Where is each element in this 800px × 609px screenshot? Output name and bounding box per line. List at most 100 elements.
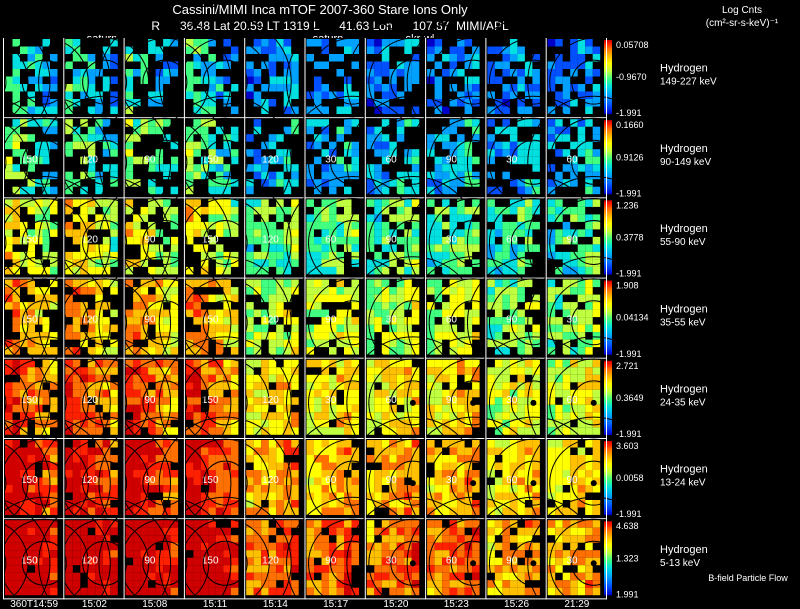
colorbar-min: -1.991 — [616, 108, 642, 118]
flow-direction-dot — [470, 560, 477, 567]
species-label: Hydrogen — [660, 223, 708, 235]
colorbar-min: -1.991 — [616, 188, 642, 198]
image-panel-r3-c8: 90 — [466, 256, 600, 390]
contour-label: 120 — [262, 315, 279, 326]
image-panel-r2-c8: 60 — [466, 176, 600, 310]
contour-line — [21, 59, 67, 105]
image-panel-r6-c2: 90 — [38, 496, 184, 609]
colorbar-min: 1.991 — [616, 589, 639, 599]
colorbar-mid: 0.3778 — [616, 233, 644, 243]
contour-line — [571, 300, 617, 346]
contour-label: 60 — [566, 154, 578, 165]
flow-direction-dot — [470, 399, 477, 406]
colorbar-r6 — [604, 521, 612, 596]
colorbar-r2 — [604, 200, 612, 275]
energy-range-label: 13-24 keV — [660, 478, 706, 489]
contour-label: 120 — [81, 154, 98, 165]
contour-label: 150 — [202, 315, 219, 326]
contour-line — [38, 496, 172, 609]
image-panel-r4-c7: 90 — [406, 336, 540, 470]
flow-direction-dot — [530, 560, 537, 567]
contour-label: 90 — [144, 154, 156, 165]
contour-line — [120, 518, 210, 608]
contour-line — [0, 418, 51, 548]
contour-line — [142, 139, 188, 185]
colorbar-units: (cm²-sr-s-keV)⁻¹ — [706, 18, 779, 29]
contour-label: 90 — [566, 235, 578, 246]
species-label: Hydrogen — [660, 464, 708, 476]
contour-label: 90 — [566, 475, 578, 486]
image-panel-r6-c3: 150 — [98, 496, 245, 609]
contour-label: 120 — [81, 235, 98, 246]
contour-label: 120 — [81, 395, 98, 406]
contour-label: 60 — [325, 475, 337, 486]
colorbar-mid: -0.9670 — [616, 72, 647, 82]
image-panel-r3-c9: 30 — [527, 256, 661, 390]
colorbar-min: -1.991 — [616, 509, 642, 519]
contour-label: 120 — [262, 555, 279, 566]
contour-line — [0, 467, 7, 499]
contour-line — [21, 380, 67, 426]
contour-line — [0, 361, 29, 445]
contour-label: 60 — [506, 475, 518, 486]
image-panel-r0-c7 — [406, 15, 540, 149]
colorbar-r1 — [604, 120, 612, 195]
contour-label: 30 — [386, 315, 398, 326]
contour-label: 150 — [21, 154, 38, 165]
contour-label: 60 — [325, 235, 337, 246]
contour-label: 30 — [566, 315, 578, 326]
colorbar-units-title: Log Cnts — [722, 5, 762, 16]
contour-label: 120 — [262, 235, 279, 246]
image-panel-r0-c4 — [158, 15, 305, 149]
contour-label: 30 — [446, 235, 458, 246]
flow-direction-dot — [470, 480, 477, 487]
contour-line — [0, 40, 29, 124]
species-label: Hydrogen — [660, 303, 708, 315]
time-label: 21:29 — [564, 599, 589, 609]
contour-label: 90 — [144, 315, 156, 326]
colorbar-mid: 0.0058 — [616, 473, 644, 483]
time-label: 15:17 — [323, 599, 348, 609]
contour-line — [0, 498, 51, 609]
energy-range-label: 35-55 keV — [660, 317, 706, 328]
contour-line — [0, 97, 51, 227]
image-panel-r6-c8: 90 — [466, 496, 600, 609]
image-panel-r2-c7: 30 — [406, 176, 540, 310]
contour-label: 30 — [566, 555, 578, 566]
contour-line — [82, 139, 128, 185]
contour-label: 150 — [21, 235, 38, 246]
contour-label: 90 — [144, 235, 156, 246]
contour-label: 90 — [144, 555, 156, 566]
image-panel-r1-c5: 30 — [286, 95, 420, 229]
contour-label: 30 — [386, 555, 398, 566]
colorbar-max: 2.721 — [616, 361, 639, 371]
contour-line — [202, 380, 248, 426]
energy-range-label: 55-90 keV — [660, 237, 706, 248]
plot-title: Cassini/MIMI Inca mTOF 2007-360 Stare Io… — [172, 2, 468, 17]
energy-range-label: 5-13 keV — [660, 558, 700, 569]
contour-line — [21, 300, 67, 346]
contour-line — [0, 338, 51, 468]
colorbar-max: 1.236 — [616, 200, 639, 210]
energy-range-label: 149-227 keV — [660, 77, 717, 88]
contour-line — [82, 59, 128, 105]
colorbar-max: 0.1660 — [616, 120, 644, 130]
time-label: 15:26 — [504, 599, 529, 609]
contour-line — [0, 226, 7, 259]
contour-line — [202, 139, 248, 185]
contour-line — [142, 59, 188, 105]
orbit-info: R 36.48 Lat 20.59 LT 1319 L 41.63 Lon 10… — [151, 19, 509, 33]
contour-line — [82, 300, 128, 346]
contour-line — [82, 380, 128, 426]
flow-direction-dot — [590, 480, 597, 487]
contour-label: 90 — [386, 235, 398, 246]
contour-line — [571, 380, 617, 426]
flow-direction-dot — [530, 480, 537, 487]
contour-line — [142, 220, 188, 266]
contour-line — [549, 518, 639, 608]
contour-line — [202, 300, 248, 346]
b-field-flow-label: B-field Particle Flow — [708, 573, 788, 583]
image-panel-r4-c8: 30 — [466, 336, 600, 470]
image-panel-r6-c9: 30 — [527, 496, 661, 609]
contour-label: 150 — [202, 395, 219, 406]
